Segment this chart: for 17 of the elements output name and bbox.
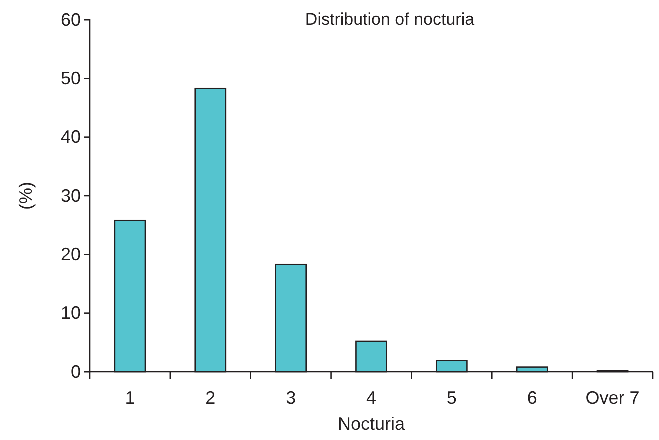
y-tick-label: 30 <box>60 186 81 206</box>
x-tick-label: 5 <box>446 388 457 408</box>
x-axis-title: Nocturia <box>338 414 406 434</box>
y-axis-title: (%) <box>16 182 36 210</box>
x-tick-label: 6 <box>527 388 538 408</box>
y-tick-label: 40 <box>60 127 81 148</box>
x-tick-label: Over 7 <box>586 388 640 408</box>
y-tick-label: 10 <box>60 303 81 324</box>
y-tick-label: 60 <box>60 10 81 30</box>
y-tick-label: 20 <box>60 244 81 264</box>
chart-title: Distribution of nocturia <box>305 10 476 29</box>
y-tick-label: 0 <box>70 362 81 382</box>
y-tick-label: 50 <box>60 68 81 88</box>
x-tick-label: 2 <box>206 388 216 408</box>
x-tick-label: 3 <box>286 388 296 408</box>
x-tick-label: 4 <box>366 388 377 408</box>
x-tick-label: 1 <box>125 388 136 408</box>
